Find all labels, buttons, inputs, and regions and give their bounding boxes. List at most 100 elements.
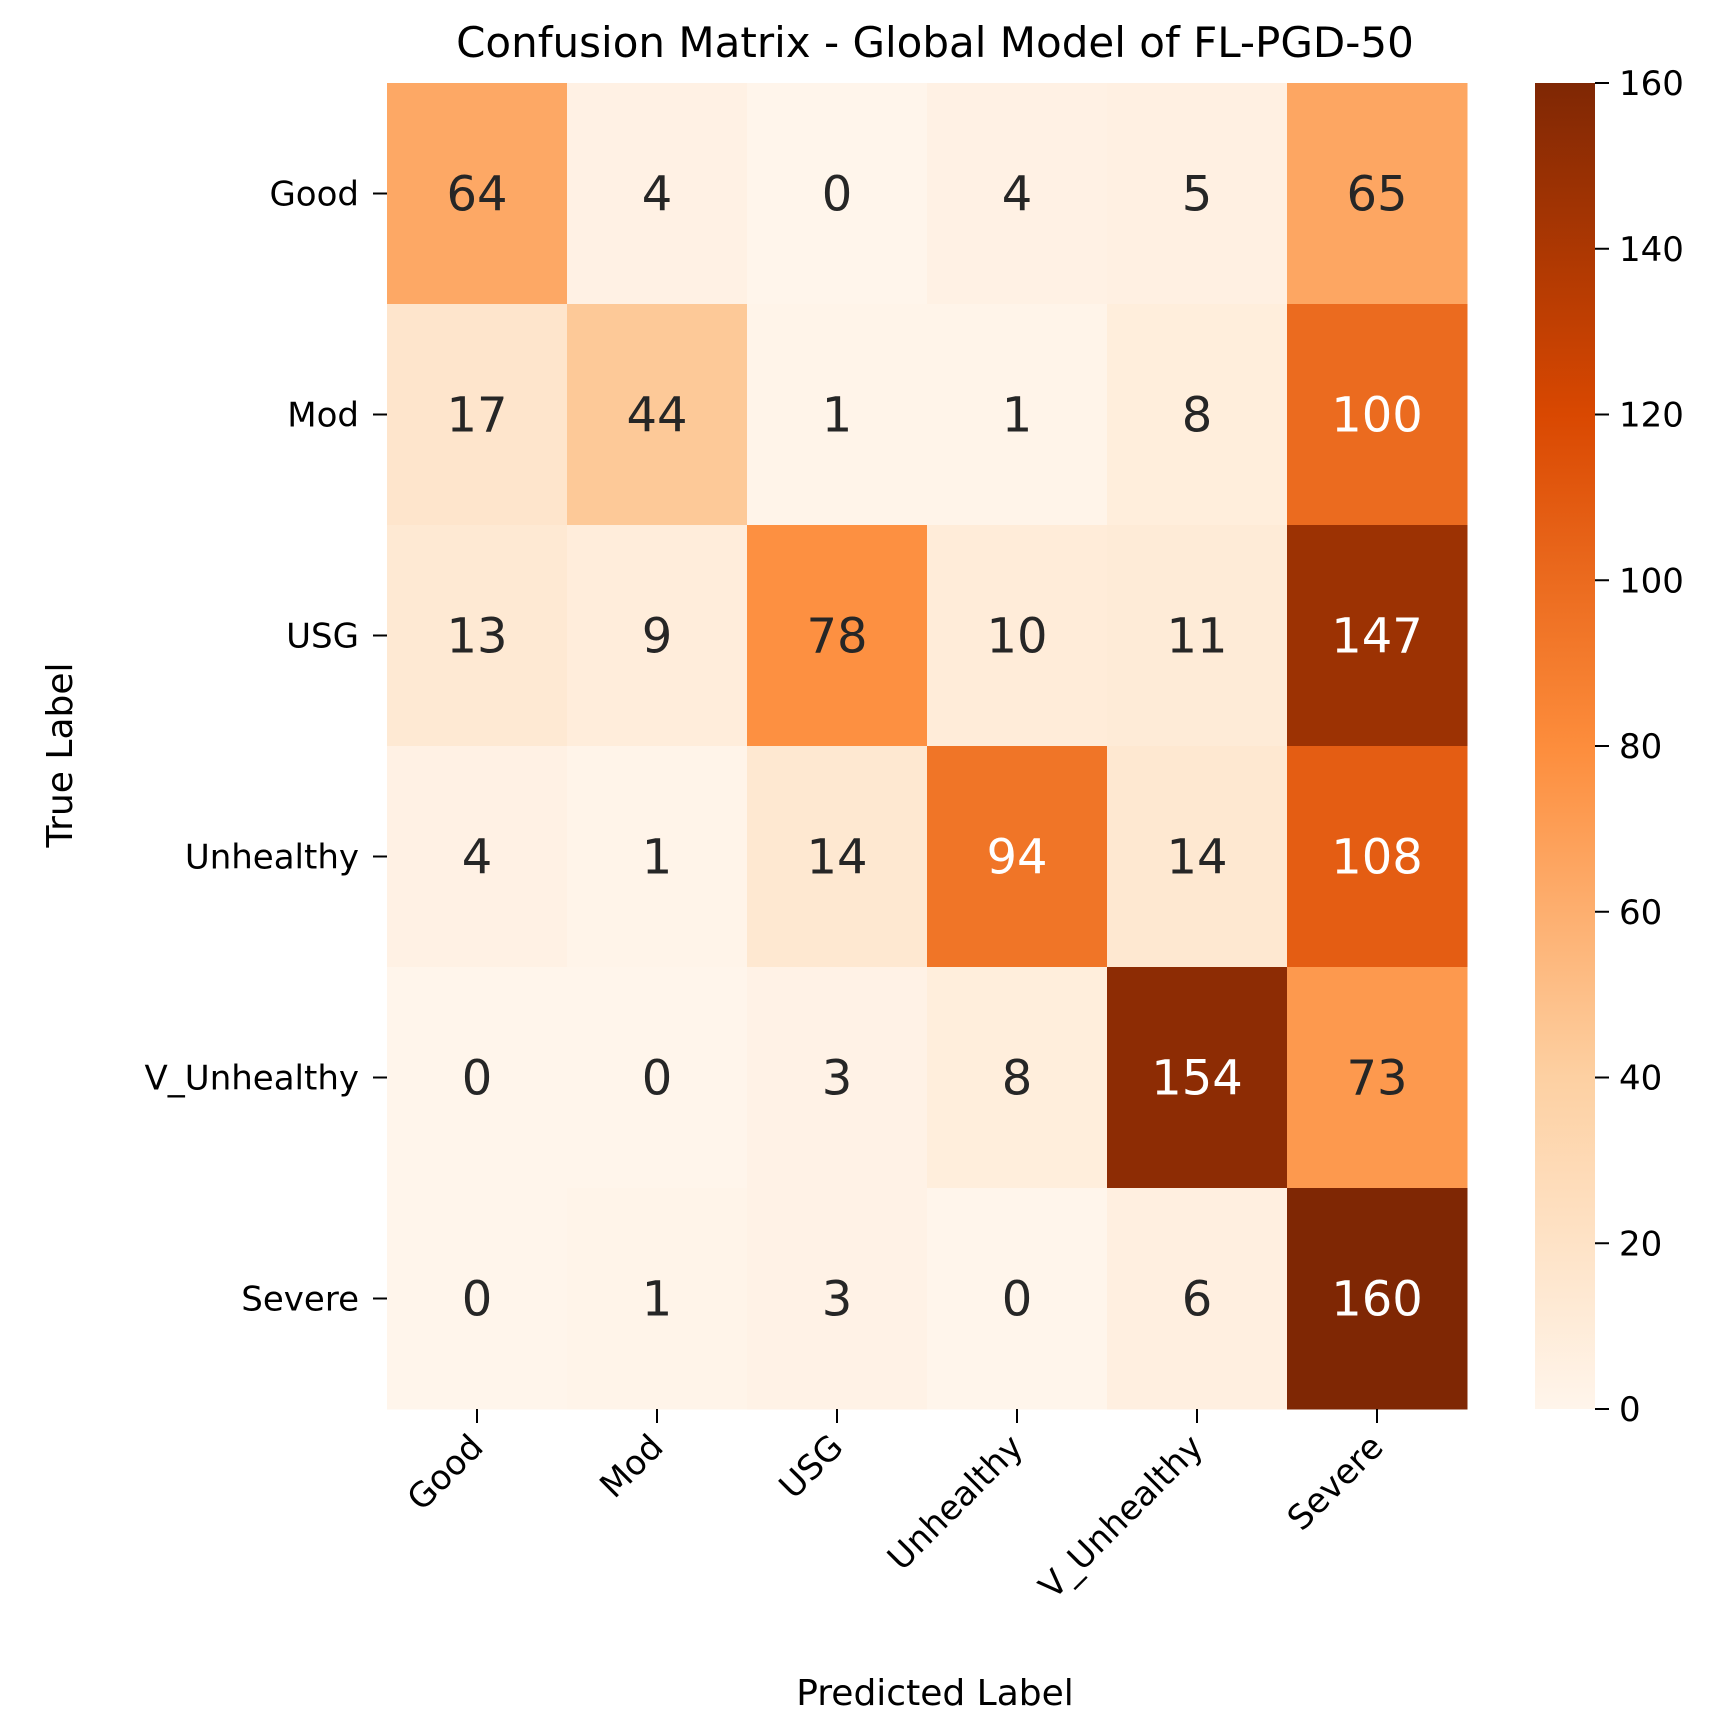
cell-unhealthy-mod <box>567 746 748 968</box>
cell-value-severe-usg: 3 <box>822 1272 853 1328</box>
cell-value-v-unhealthy-unhealthy: 8 <box>1002 1051 1033 1107</box>
cell-usg-mod <box>567 525 748 747</box>
cell-severe-severe <box>1287 1188 1468 1410</box>
colorbar-tick-label-60: 60 <box>1619 893 1662 933</box>
cell-value-usg-good: 13 <box>446 609 507 665</box>
cell-good-usg <box>747 83 928 305</box>
cell-usg-good <box>387 525 568 747</box>
cell-value-unhealthy-mod: 1 <box>642 830 673 886</box>
cell-mod-v-unhealthy <box>1107 304 1288 526</box>
colorbar-gradient <box>1535 83 1595 1409</box>
x-tick-label-unhealthy: Unhealthy <box>880 1427 1031 1578</box>
cell-value-severe-good: 0 <box>462 1272 493 1328</box>
cell-value-mod-severe: 100 <box>1331 388 1423 444</box>
colorbar: 0 20 40 60 80 100 120 140 160 <box>1535 64 1684 1430</box>
cell-good-severe <box>1287 83 1468 305</box>
cell-v-unhealthy-severe <box>1287 967 1468 1189</box>
x-tick-label-v-unhealthy: V_Unhealthy <box>1031 1427 1211 1607</box>
cell-v-unhealthy-mod <box>567 967 748 1189</box>
cell-good-v-unhealthy <box>1107 83 1288 305</box>
x-axis-label: Predicted Label <box>796 1673 1074 1714</box>
colorbar-tick-label-80: 80 <box>1619 727 1662 767</box>
colorbar-tick-label-120: 120 <box>1619 396 1684 436</box>
cell-value-good-good: 64 <box>446 167 507 223</box>
cell-value-mod-mod: 44 <box>626 388 687 444</box>
cell-value-unhealthy-usg: 14 <box>806 830 867 886</box>
cell-mod-severe <box>1287 304 1468 526</box>
cell-severe-usg <box>747 1188 928 1410</box>
colorbar-tick-label-160: 160 <box>1619 64 1684 104</box>
cell-value-severe-severe: 160 <box>1331 1272 1423 1328</box>
cell-unhealthy-unhealthy <box>927 746 1108 968</box>
y-tick-label-good: Good <box>269 175 359 215</box>
chart-title: Confusion Matrix - Global Model of FL-PG… <box>456 18 1414 67</box>
cell-usg-v-unhealthy <box>1107 525 1288 747</box>
cell-value-unhealthy-good: 4 <box>462 830 493 886</box>
y-tick-label-unhealthy: Unhealthy <box>185 838 359 878</box>
cell-unhealthy-good <box>387 746 568 968</box>
cell-value-usg-severe: 147 <box>1331 609 1423 665</box>
x-tick-label-good: Good <box>400 1427 492 1519</box>
cell-mod-good <box>387 304 568 526</box>
cell-value-unhealthy-v-unhealthy: 14 <box>1166 830 1227 886</box>
colorbar-tick-label-20: 20 <box>1619 1224 1662 1264</box>
x-tick-label-usg: USG <box>772 1427 852 1507</box>
y-tick-label-severe: Severe <box>241 1280 359 1320</box>
x-tick-label-severe: Severe <box>1280 1427 1392 1539</box>
x-axis-ticks: Good Mod USG Unhealthy V_Unhealthy Severe <box>400 1409 1392 1607</box>
y-axis-label: True Label <box>40 662 81 848</box>
cell-v-unhealthy-unhealthy <box>927 967 1108 1189</box>
cell-value-usg-usg: 78 <box>806 609 867 665</box>
cell-value-unhealthy-unhealthy: 94 <box>986 830 1047 886</box>
cell-value-good-v-unhealthy: 5 <box>1182 167 1213 223</box>
cell-severe-v-unhealthy <box>1107 1188 1288 1410</box>
y-tick-label-usg: USG <box>286 617 359 657</box>
cell-good-unhealthy <box>927 83 1108 305</box>
cell-mod-mod <box>567 304 748 526</box>
colorbar-tick-label-40: 40 <box>1619 1059 1662 1099</box>
cell-v-unhealthy-good <box>387 967 568 1189</box>
colorbar-tick-label-0: 0 <box>1619 1390 1641 1430</box>
cell-value-v-unhealthy-mod: 0 <box>642 1051 673 1107</box>
cell-usg-usg <box>747 525 928 747</box>
cell-value-good-unhealthy: 4 <box>1002 167 1033 223</box>
cell-value-usg-mod: 9 <box>642 609 673 665</box>
cell-value-mod-usg: 1 <box>822 388 853 444</box>
cell-value-severe-mod: 1 <box>642 1272 673 1328</box>
y-tick-label-v-unhealthy: V_Unhealthy <box>145 1059 359 1099</box>
cell-value-unhealthy-severe: 108 <box>1331 830 1423 886</box>
cell-value-v-unhealthy-usg: 3 <box>822 1051 853 1107</box>
colorbar-tick-label-140: 140 <box>1619 230 1684 270</box>
cell-value-mod-unhealthy: 1 <box>1002 388 1033 444</box>
cell-severe-mod <box>567 1188 748 1410</box>
cell-v-unhealthy-usg <box>747 967 928 1189</box>
cell-value-mod-good: 17 <box>446 388 507 444</box>
x-tick-label-mod: Mod <box>592 1427 671 1506</box>
colorbar-tick-label-100: 100 <box>1619 561 1684 601</box>
cell-value-usg-unhealthy: 10 <box>986 609 1047 665</box>
cell-value-v-unhealthy-good: 0 <box>462 1051 493 1107</box>
cell-severe-unhealthy <box>927 1188 1108 1410</box>
cell-value-good-mod: 4 <box>642 167 673 223</box>
cell-mod-unhealthy <box>927 304 1108 526</box>
cell-v-unhealthy-v-unhealthy <box>1107 967 1288 1189</box>
cell-unhealthy-usg <box>747 746 928 968</box>
cell-unhealthy-severe <box>1287 746 1468 968</box>
cell-severe-good <box>387 1188 568 1410</box>
cell-value-usg-v-unhealthy: 11 <box>1166 609 1227 665</box>
cell-unhealthy-v-unhealthy <box>1107 746 1288 968</box>
cell-good-mod <box>567 83 748 305</box>
cell-good-good <box>387 83 568 305</box>
y-axis-ticks: Good Mod USG Unhealthy V_Unhealthy Severe <box>145 175 387 1320</box>
cell-mod-usg <box>747 304 928 526</box>
cell-usg-severe <box>1287 525 1468 747</box>
cell-usg-unhealthy <box>927 525 1108 747</box>
cell-value-good-usg: 0 <box>822 167 853 223</box>
cell-value-mod-v-unhealthy: 8 <box>1182 388 1213 444</box>
cell-value-v-unhealthy-severe: 73 <box>1346 1051 1407 1107</box>
cell-value-good-severe: 65 <box>1346 167 1407 223</box>
heatmap-cells <box>387 83 1468 1410</box>
